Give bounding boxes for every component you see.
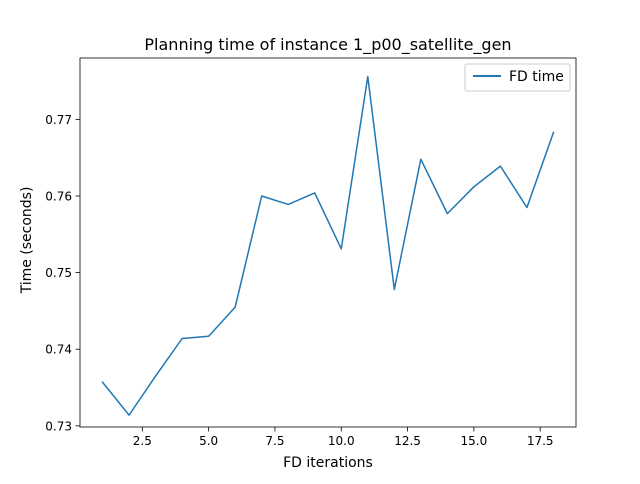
legend: FD time: [464, 63, 571, 92]
x-tick-label: 5.0: [199, 434, 218, 448]
x-tick-label: 2.5: [133, 434, 152, 448]
y-tick-label: 0.77: [45, 113, 72, 127]
x-axis-label: FD iterations: [283, 455, 373, 471]
chart-title: Planning time of instance 1_p00_satellit…: [144, 35, 511, 55]
y-tick-label: 0.74: [45, 343, 72, 357]
x-tick-label: 10.0: [328, 434, 355, 448]
legend-box: [464, 63, 571, 92]
plot-area: 2.5 5.0 7.5 10.0 12.5 15.0 17.5 0.73 0.74 0.75 0.7…: [45, 57, 577, 448]
series-line-fd-time: [101, 75, 555, 416]
y-tick-label: 0.75: [45, 266, 72, 280]
y-tick-label: 0.76: [45, 189, 72, 203]
legend-label-fd-time: FD time: [509, 69, 564, 85]
x-tick-label: 17.5: [527, 434, 554, 448]
x-tick-label: 7.5: [265, 434, 284, 448]
x-tick-label: 12.5: [394, 434, 421, 448]
y-axis-label: Time (seconds): [19, 187, 35, 295]
axes-frame: [79, 57, 577, 428]
x-tick-label: 15.0: [461, 434, 488, 448]
y-tick-label: 0.73: [45, 419, 72, 433]
